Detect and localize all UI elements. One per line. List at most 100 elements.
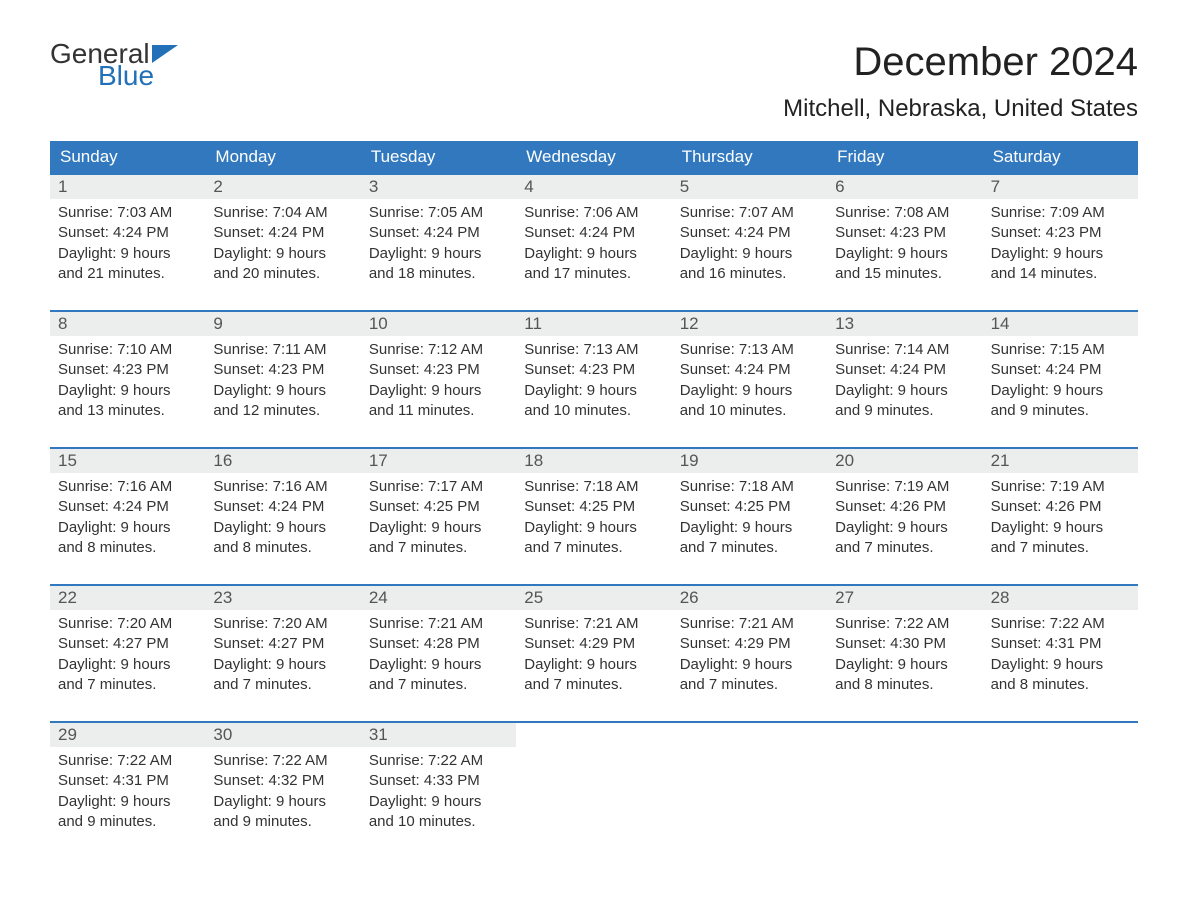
daylight-line-2: and 9 minutes. bbox=[991, 401, 1130, 421]
day-body: Sunrise: 7:16 AMSunset: 4:24 PMDaylight:… bbox=[205, 473, 360, 566]
day-number: 10 bbox=[361, 312, 516, 336]
daylight-line-1: Daylight: 9 hours bbox=[991, 381, 1130, 401]
day-cell bbox=[983, 723, 1138, 840]
day-number: 20 bbox=[827, 449, 982, 473]
day-cell: 17Sunrise: 7:17 AMSunset: 4:25 PMDayligh… bbox=[361, 449, 516, 566]
daylight-line-2: and 7 minutes. bbox=[835, 538, 974, 558]
day-number: 9 bbox=[205, 312, 360, 336]
daylight-line-2: and 9 minutes. bbox=[213, 812, 352, 832]
day-body: Sunrise: 7:19 AMSunset: 4:26 PMDaylight:… bbox=[827, 473, 982, 566]
daylight-line-2: and 7 minutes. bbox=[991, 538, 1130, 558]
day-body: Sunrise: 7:18 AMSunset: 4:25 PMDaylight:… bbox=[672, 473, 827, 566]
sunset-line: Sunset: 4:31 PM bbox=[991, 634, 1130, 654]
day-body: Sunrise: 7:20 AMSunset: 4:27 PMDaylight:… bbox=[205, 610, 360, 703]
sunset-line: Sunset: 4:23 PM bbox=[369, 360, 508, 380]
daylight-line-2: and 10 minutes. bbox=[524, 401, 663, 421]
day-body: Sunrise: 7:09 AMSunset: 4:23 PMDaylight:… bbox=[983, 199, 1138, 292]
day-cell: 29Sunrise: 7:22 AMSunset: 4:31 PMDayligh… bbox=[50, 723, 205, 840]
daylight-line-2: and 14 minutes. bbox=[991, 264, 1130, 284]
sunrise-line: Sunrise: 7:22 AM bbox=[213, 751, 352, 771]
day-cell: 5Sunrise: 7:07 AMSunset: 4:24 PMDaylight… bbox=[672, 175, 827, 292]
day-body: Sunrise: 7:11 AMSunset: 4:23 PMDaylight:… bbox=[205, 336, 360, 429]
week-row: 8Sunrise: 7:10 AMSunset: 4:23 PMDaylight… bbox=[50, 310, 1138, 429]
sunset-line: Sunset: 4:29 PM bbox=[524, 634, 663, 654]
day-body: Sunrise: 7:20 AMSunset: 4:27 PMDaylight:… bbox=[50, 610, 205, 703]
day-body: Sunrise: 7:21 AMSunset: 4:29 PMDaylight:… bbox=[516, 610, 671, 703]
sunset-line: Sunset: 4:25 PM bbox=[680, 497, 819, 517]
daylight-line-1: Daylight: 9 hours bbox=[58, 381, 197, 401]
day-cell: 1Sunrise: 7:03 AMSunset: 4:24 PMDaylight… bbox=[50, 175, 205, 292]
weekday-label: Monday bbox=[205, 141, 360, 173]
day-body: Sunrise: 7:14 AMSunset: 4:24 PMDaylight:… bbox=[827, 336, 982, 429]
sunrise-line: Sunrise: 7:18 AM bbox=[524, 477, 663, 497]
day-number: 17 bbox=[361, 449, 516, 473]
daylight-line-1: Daylight: 9 hours bbox=[524, 244, 663, 264]
day-cell: 8Sunrise: 7:10 AMSunset: 4:23 PMDaylight… bbox=[50, 312, 205, 429]
sunset-line: Sunset: 4:26 PM bbox=[991, 497, 1130, 517]
daylight-line-2: and 11 minutes. bbox=[369, 401, 508, 421]
day-body: Sunrise: 7:04 AMSunset: 4:24 PMDaylight:… bbox=[205, 199, 360, 292]
day-cell: 11Sunrise: 7:13 AMSunset: 4:23 PMDayligh… bbox=[516, 312, 671, 429]
weekday-label: Thursday bbox=[672, 141, 827, 173]
day-body: Sunrise: 7:07 AMSunset: 4:24 PMDaylight:… bbox=[672, 199, 827, 292]
day-body: Sunrise: 7:05 AMSunset: 4:24 PMDaylight:… bbox=[361, 199, 516, 292]
day-number: 6 bbox=[827, 175, 982, 199]
day-number: 24 bbox=[361, 586, 516, 610]
sunrise-line: Sunrise: 7:15 AM bbox=[991, 340, 1130, 360]
sunrise-line: Sunrise: 7:22 AM bbox=[58, 751, 197, 771]
day-cell: 15Sunrise: 7:16 AMSunset: 4:24 PMDayligh… bbox=[50, 449, 205, 566]
sunrise-line: Sunrise: 7:13 AM bbox=[524, 340, 663, 360]
daylight-line-1: Daylight: 9 hours bbox=[680, 244, 819, 264]
daylight-line-2: and 7 minutes. bbox=[369, 538, 508, 558]
sunset-line: Sunset: 4:23 PM bbox=[213, 360, 352, 380]
sunrise-line: Sunrise: 7:14 AM bbox=[835, 340, 974, 360]
sunset-line: Sunset: 4:32 PM bbox=[213, 771, 352, 791]
day-cell: 23Sunrise: 7:20 AMSunset: 4:27 PMDayligh… bbox=[205, 586, 360, 703]
header: General Blue December 2024 Mitchell, Neb… bbox=[50, 40, 1138, 123]
day-body: Sunrise: 7:22 AMSunset: 4:31 PMDaylight:… bbox=[983, 610, 1138, 703]
sunrise-line: Sunrise: 7:10 AM bbox=[58, 340, 197, 360]
sunset-line: Sunset: 4:24 PM bbox=[680, 223, 819, 243]
sunrise-line: Sunrise: 7:20 AM bbox=[58, 614, 197, 634]
day-body: Sunrise: 7:18 AMSunset: 4:25 PMDaylight:… bbox=[516, 473, 671, 566]
sunrise-line: Sunrise: 7:20 AM bbox=[213, 614, 352, 634]
sunset-line: Sunset: 4:24 PM bbox=[58, 223, 197, 243]
day-number: 19 bbox=[672, 449, 827, 473]
daylight-line-2: and 7 minutes. bbox=[369, 675, 508, 695]
weekday-label: Sunday bbox=[50, 141, 205, 173]
daylight-line-1: Daylight: 9 hours bbox=[680, 518, 819, 538]
sunset-line: Sunset: 4:33 PM bbox=[369, 771, 508, 791]
day-cell: 30Sunrise: 7:22 AMSunset: 4:32 PMDayligh… bbox=[205, 723, 360, 840]
day-body: Sunrise: 7:08 AMSunset: 4:23 PMDaylight:… bbox=[827, 199, 982, 292]
daylight-line-1: Daylight: 9 hours bbox=[369, 518, 508, 538]
day-body: Sunrise: 7:17 AMSunset: 4:25 PMDaylight:… bbox=[361, 473, 516, 566]
daylight-line-2: and 7 minutes. bbox=[213, 675, 352, 695]
day-number: 11 bbox=[516, 312, 671, 336]
sunset-line: Sunset: 4:29 PM bbox=[680, 634, 819, 654]
day-cell: 16Sunrise: 7:16 AMSunset: 4:24 PMDayligh… bbox=[205, 449, 360, 566]
sunrise-line: Sunrise: 7:09 AM bbox=[991, 203, 1130, 223]
day-cell: 27Sunrise: 7:22 AMSunset: 4:30 PMDayligh… bbox=[827, 586, 982, 703]
sunset-line: Sunset: 4:25 PM bbox=[369, 497, 508, 517]
day-cell: 25Sunrise: 7:21 AMSunset: 4:29 PMDayligh… bbox=[516, 586, 671, 703]
day-body: Sunrise: 7:10 AMSunset: 4:23 PMDaylight:… bbox=[50, 336, 205, 429]
day-body: Sunrise: 7:13 AMSunset: 4:24 PMDaylight:… bbox=[672, 336, 827, 429]
day-body: Sunrise: 7:22 AMSunset: 4:33 PMDaylight:… bbox=[361, 747, 516, 840]
calendar: SundayMondayTuesdayWednesdayThursdayFrid… bbox=[50, 141, 1138, 840]
sunrise-line: Sunrise: 7:18 AM bbox=[680, 477, 819, 497]
sunset-line: Sunset: 4:28 PM bbox=[369, 634, 508, 654]
daylight-line-1: Daylight: 9 hours bbox=[680, 381, 819, 401]
daylight-line-2: and 9 minutes. bbox=[58, 812, 197, 832]
day-cell: 20Sunrise: 7:19 AMSunset: 4:26 PMDayligh… bbox=[827, 449, 982, 566]
day-number: 21 bbox=[983, 449, 1138, 473]
sunset-line: Sunset: 4:30 PM bbox=[835, 634, 974, 654]
daylight-line-1: Daylight: 9 hours bbox=[213, 655, 352, 675]
flag-icon bbox=[152, 45, 178, 65]
daylight-line-1: Daylight: 9 hours bbox=[524, 655, 663, 675]
sunrise-line: Sunrise: 7:06 AM bbox=[524, 203, 663, 223]
daylight-line-2: and 8 minutes. bbox=[58, 538, 197, 558]
day-cell bbox=[516, 723, 671, 840]
daylight-line-2: and 8 minutes. bbox=[213, 538, 352, 558]
sunset-line: Sunset: 4:24 PM bbox=[369, 223, 508, 243]
daylight-line-1: Daylight: 9 hours bbox=[213, 792, 352, 812]
